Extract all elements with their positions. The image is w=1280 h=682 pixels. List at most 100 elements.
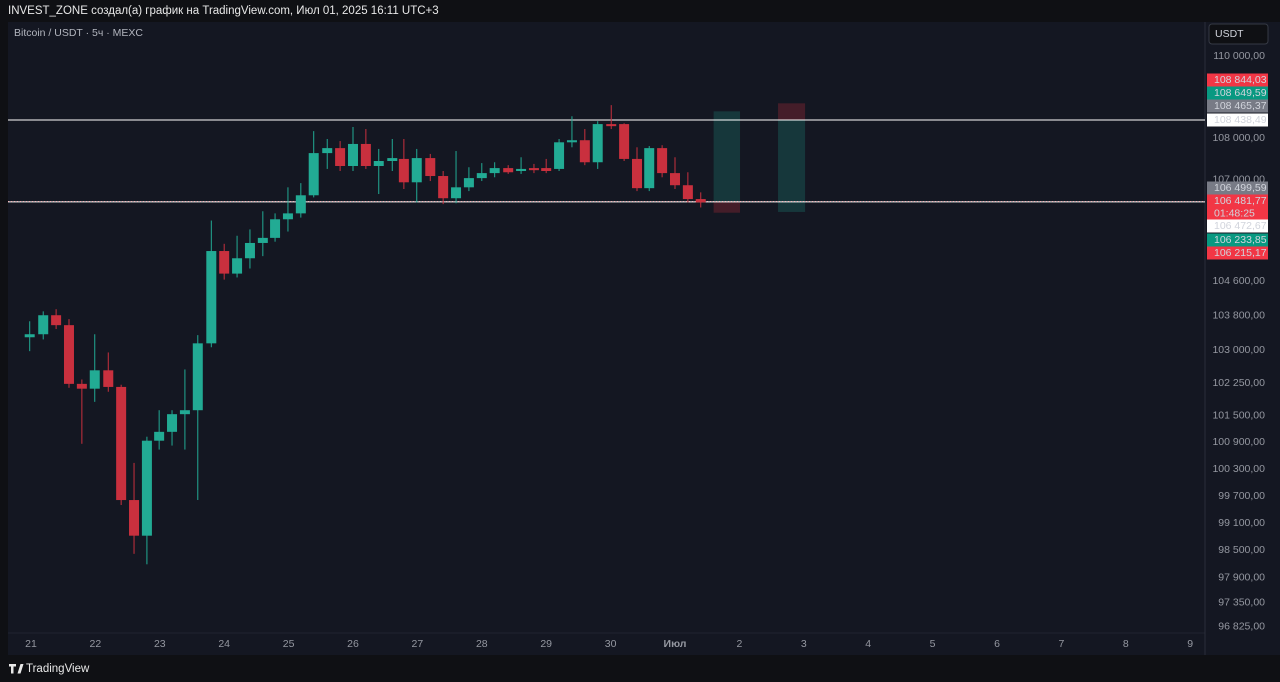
countdown: 01:48:25 <box>1214 207 1255 219</box>
x-tick-label: 26 <box>347 638 359 650</box>
candle-body <box>282 213 293 220</box>
x-tick-label: 30 <box>605 638 617 650</box>
footer-logo <box>9 664 24 674</box>
header-bar <box>0 0 1280 22</box>
price-label: 106 215,17 <box>1214 247 1267 259</box>
x-tick-label: 9 <box>1187 638 1193 650</box>
symbol-title: Bitcoin / USDT · 5ч · MEXC <box>14 27 143 39</box>
candle-body <box>347 143 358 167</box>
candle-body <box>579 140 590 163</box>
candle-body <box>541 168 552 172</box>
candle-body <box>644 148 655 189</box>
candle-body <box>631 158 642 189</box>
x-tick-label: 28 <box>476 638 488 650</box>
y-tick-label: 98 500,00 <box>1218 544 1265 556</box>
candle-body <box>232 258 243 274</box>
candle-body <box>516 168 527 172</box>
candle-body <box>116 386 127 501</box>
footer-text: TradingView <box>26 663 90 675</box>
candle-body <box>89 370 100 389</box>
y-tick-label: 100 900,00 <box>1212 436 1265 448</box>
candle-body <box>398 158 409 183</box>
x-tick-label: 2 <box>736 638 742 650</box>
candle-body <box>192 343 203 411</box>
y-tick-label: 100 300,00 <box>1212 463 1265 475</box>
y-tick-label: 103 800,00 <box>1212 309 1265 321</box>
candle-body <box>76 383 87 389</box>
price-label: 108 844,03 <box>1214 74 1267 86</box>
price-label: 106 499,59 <box>1214 182 1267 194</box>
candle-body <box>476 173 487 179</box>
x-tick-label: 7 <box>1058 638 1064 650</box>
x-tick-label: 25 <box>283 638 295 650</box>
x-tick-label: 29 <box>540 638 552 650</box>
x-tick-label: 6 <box>994 638 1000 650</box>
candle-body <box>451 187 462 199</box>
price-label: 106 481,77 <box>1214 195 1267 207</box>
candle-body <box>425 158 436 177</box>
candle-body <box>554 142 565 169</box>
candle-body <box>528 168 539 171</box>
x-tick-label: 27 <box>412 638 424 650</box>
price-label-box <box>1207 219 1268 233</box>
candle-body <box>154 431 165 441</box>
price-label: 106 233,85 <box>1214 234 1267 246</box>
logo-icon <box>9 664 24 674</box>
price-label-box <box>1207 86 1268 100</box>
candle-body <box>179 410 190 415</box>
y-tick-label: 110 000,00 <box>1213 50 1265 62</box>
price-label: 108 438,49 <box>1214 114 1267 126</box>
price-label-box <box>1207 73 1268 87</box>
candle-body <box>244 242 255 259</box>
price-label-box <box>1207 99 1268 113</box>
candle-body <box>322 148 333 154</box>
candle-body <box>373 161 384 167</box>
price-label: 108 649,59 <box>1214 87 1267 99</box>
candle-body <box>295 195 306 214</box>
candle-body <box>257 237 268 243</box>
candle-body <box>669 173 680 186</box>
y-tick-label: 102 250,00 <box>1212 377 1265 389</box>
candle-body <box>592 124 603 163</box>
x-tick-label: 5 <box>930 638 936 650</box>
candle-body <box>206 251 217 344</box>
candle-body <box>606 124 617 127</box>
currency-box <box>1208 23 1269 45</box>
candle-body <box>219 251 230 274</box>
y-tick-label: 101 500,00 <box>1212 410 1265 422</box>
y-tick-label: 96 825,00 <box>1218 621 1265 633</box>
candle-body <box>24 334 35 338</box>
candle-body <box>270 219 281 238</box>
candle-body <box>503 168 514 173</box>
position-loss-zone <box>778 103 806 121</box>
candle-body <box>387 158 398 162</box>
price-label-box <box>1207 181 1268 195</box>
candle-body <box>411 158 422 183</box>
y-tick-label: 108 000,00 <box>1212 132 1265 144</box>
candle-body <box>619 124 630 159</box>
x-tick-label: 4 <box>865 638 871 650</box>
candle-body <box>167 414 178 432</box>
candle-body <box>463 178 474 188</box>
price-label-box <box>1207 246 1268 260</box>
currency-label: USDT <box>1215 28 1244 40</box>
price-label: 108 465,37 <box>1214 100 1267 112</box>
price-label-box <box>1207 233 1268 247</box>
candle-body <box>566 140 577 143</box>
x-tick-label: 24 <box>218 638 230 650</box>
position-profit-zone <box>713 111 741 202</box>
candle-body <box>38 315 49 335</box>
candle-body <box>141 440 152 536</box>
y-tick-label: 99 100,00 <box>1218 517 1265 529</box>
candle-body <box>103 370 114 387</box>
candle-body <box>360 143 371 167</box>
x-tick-label: 3 <box>801 638 807 650</box>
header-text: INVEST_ZONE создал(а) график на TradingV… <box>8 5 439 17</box>
candle-body <box>335 148 346 167</box>
candle-body <box>63 325 74 384</box>
x-tick-label: Июл <box>664 638 687 650</box>
y-tick-label: 97 900,00 <box>1218 571 1265 583</box>
position-loss-zone <box>713 201 741 213</box>
x-tick-label: 8 <box>1123 638 1129 650</box>
